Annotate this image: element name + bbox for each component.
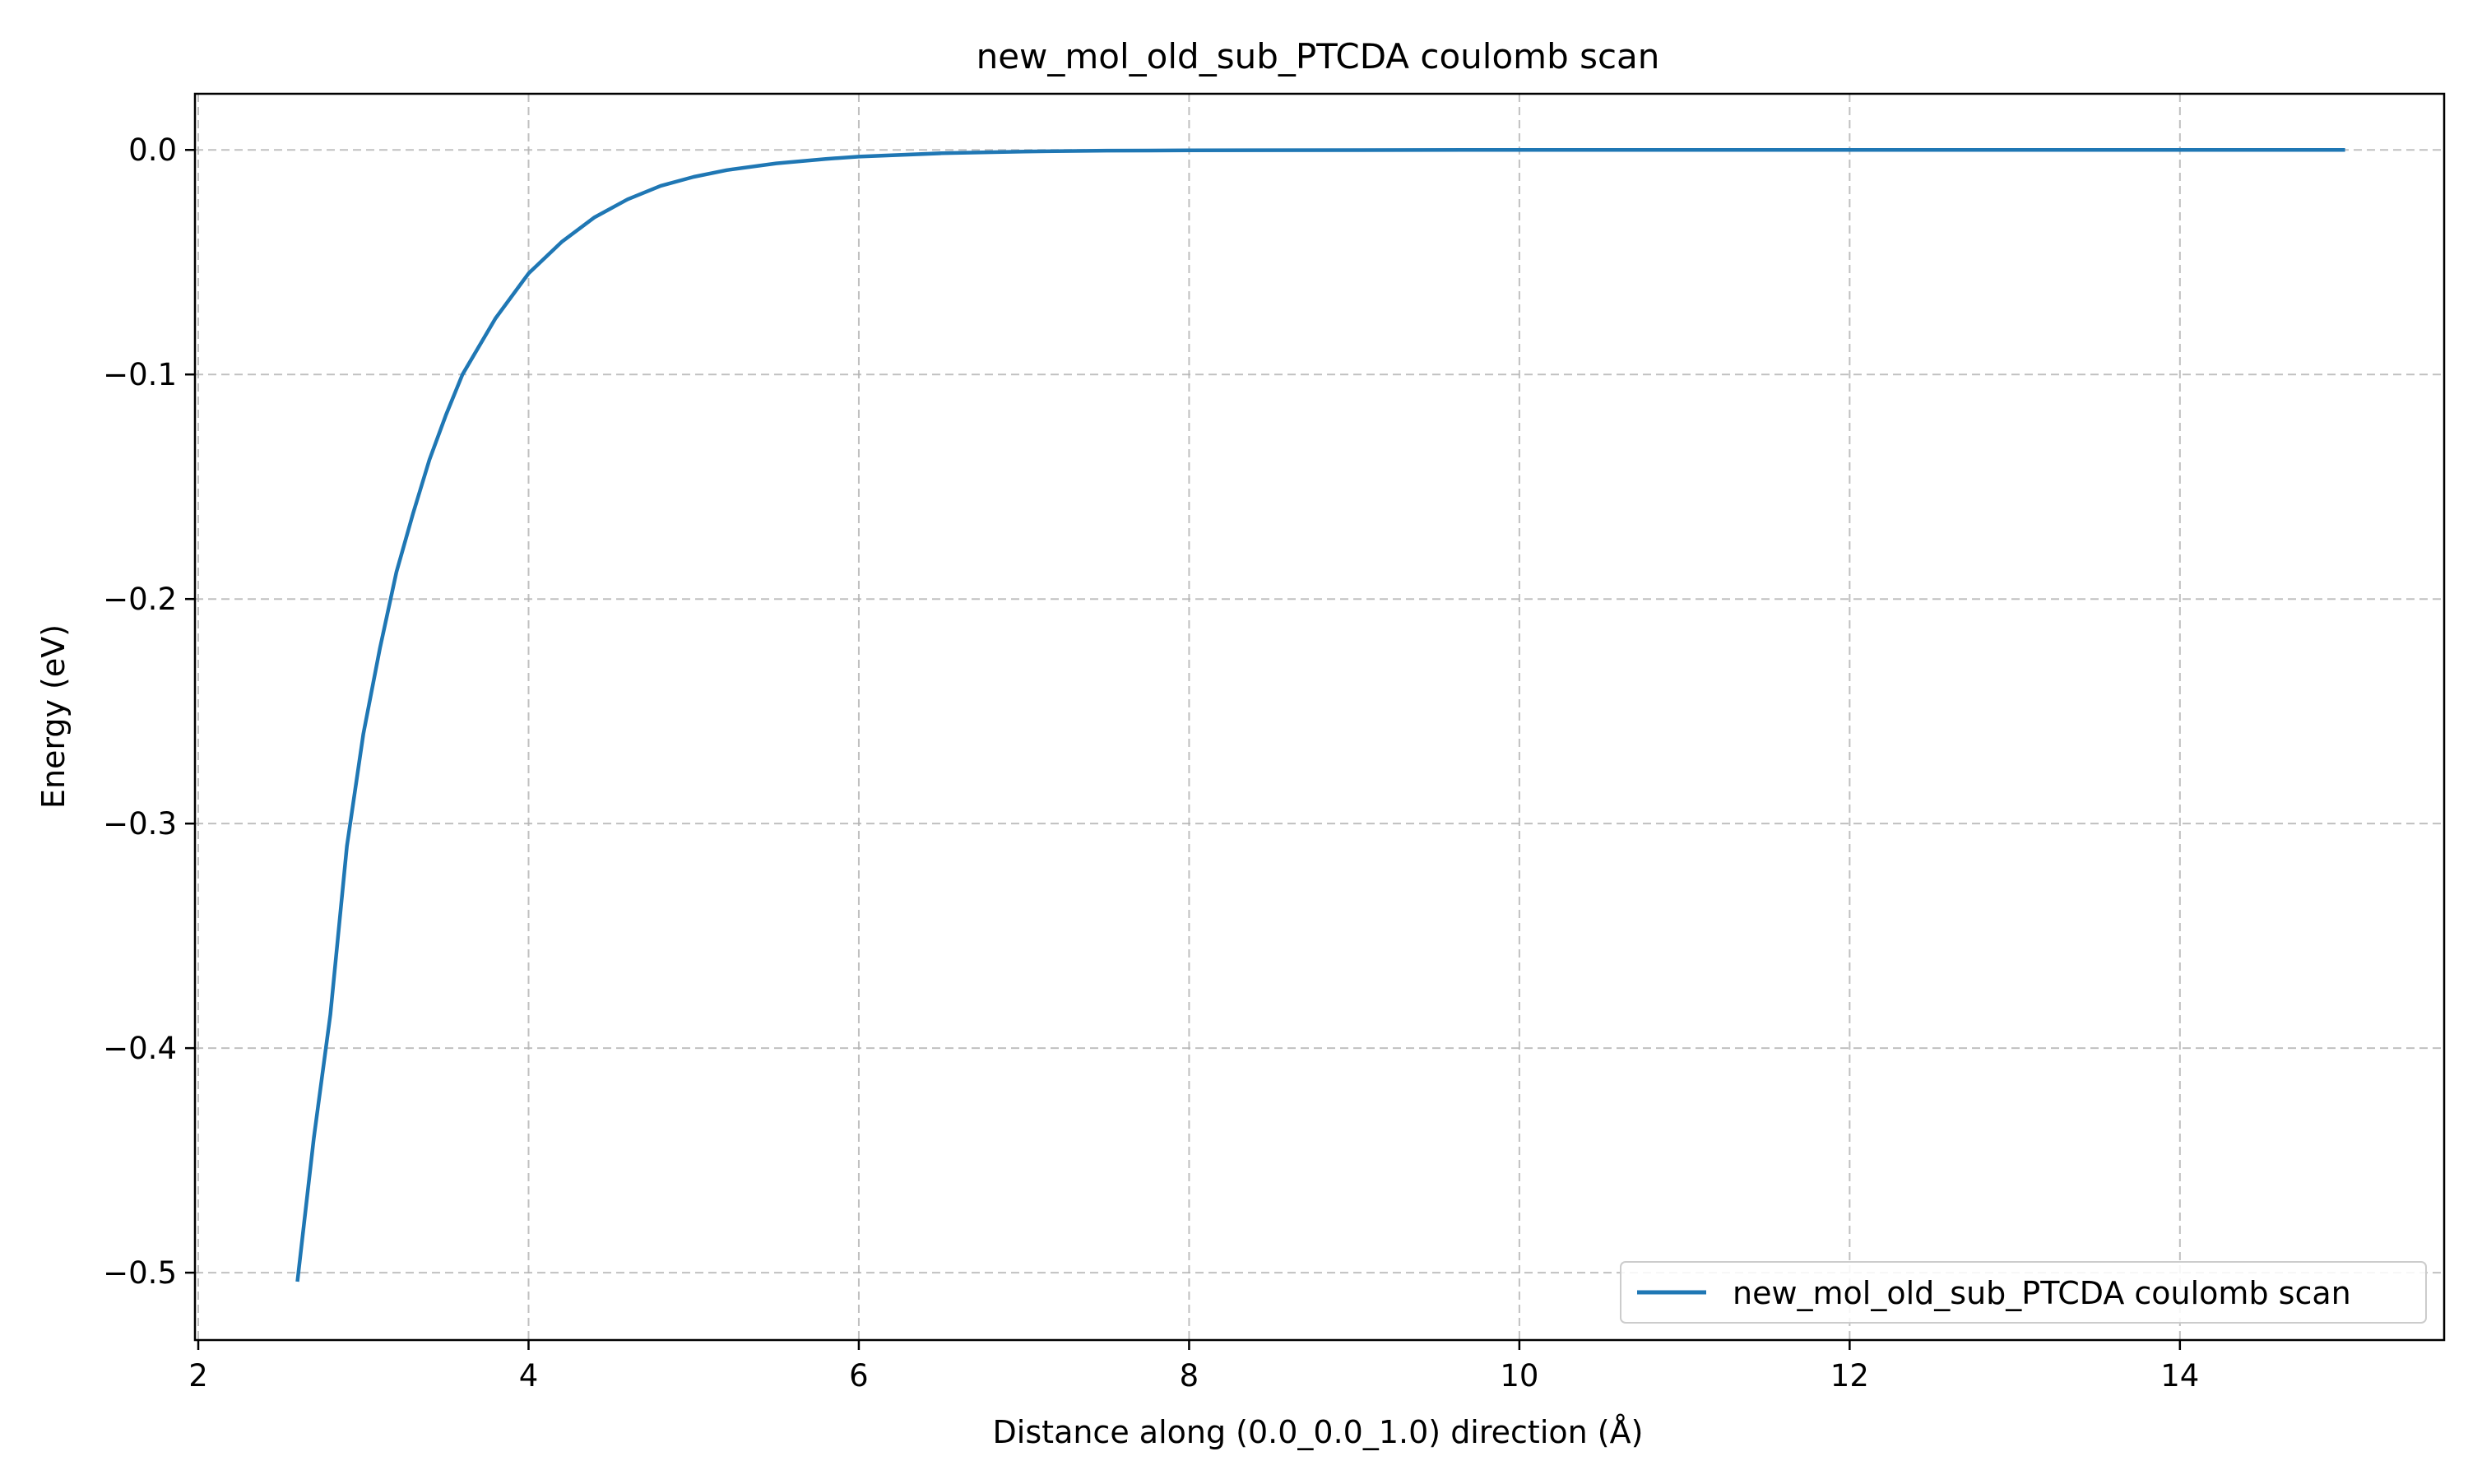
- x-tick-label: 2: [188, 1358, 208, 1394]
- y-tick-label: −0.5: [103, 1255, 177, 1291]
- x-tick-label: 12: [1830, 1358, 1869, 1394]
- y-tick-label: −0.3: [103, 806, 177, 842]
- x-tick-label: 10: [1500, 1358, 1538, 1394]
- plot-frame: [193, 92, 2446, 1342]
- y-tick-label: −0.1: [103, 357, 177, 392]
- grid: [195, 94, 2444, 1340]
- x-tick-label: 14: [2160, 1358, 2199, 1394]
- y-tick-label: 0.0: [128, 132, 177, 168]
- x-axis-label: Distance along (0.0_0.0_1.0) direction (…: [993, 1414, 1644, 1450]
- legend: new_mol_old_sub_PTCDA coulomb scan: [1620, 1261, 2427, 1324]
- y-tick-label: −0.2: [103, 582, 177, 617]
- x-axis: 2 4 6 8 10 12 14: [188, 1340, 2199, 1394]
- x-tick-label: 4: [519, 1358, 539, 1394]
- x-tick-label: 8: [1180, 1358, 1199, 1394]
- legend-box: [1620, 1261, 2427, 1324]
- x-tick-label: 6: [849, 1358, 869, 1394]
- y-axis: 0.0 −0.1 −0.2 −0.3 −0.4 −0.5: [103, 132, 195, 1291]
- chart-title: new_mol_old_sub_PTCDA coulomb scan: [977, 36, 1660, 77]
- legend-label: new_mol_old_sub_PTCDA coulomb scan: [1733, 1275, 2351, 1311]
- series-layer: [295, 147, 2345, 1282]
- series-line: [295, 147, 2345, 1282]
- y-tick-label: −0.4: [103, 1031, 177, 1066]
- y-axis-label: Energy (eV): [35, 624, 72, 809]
